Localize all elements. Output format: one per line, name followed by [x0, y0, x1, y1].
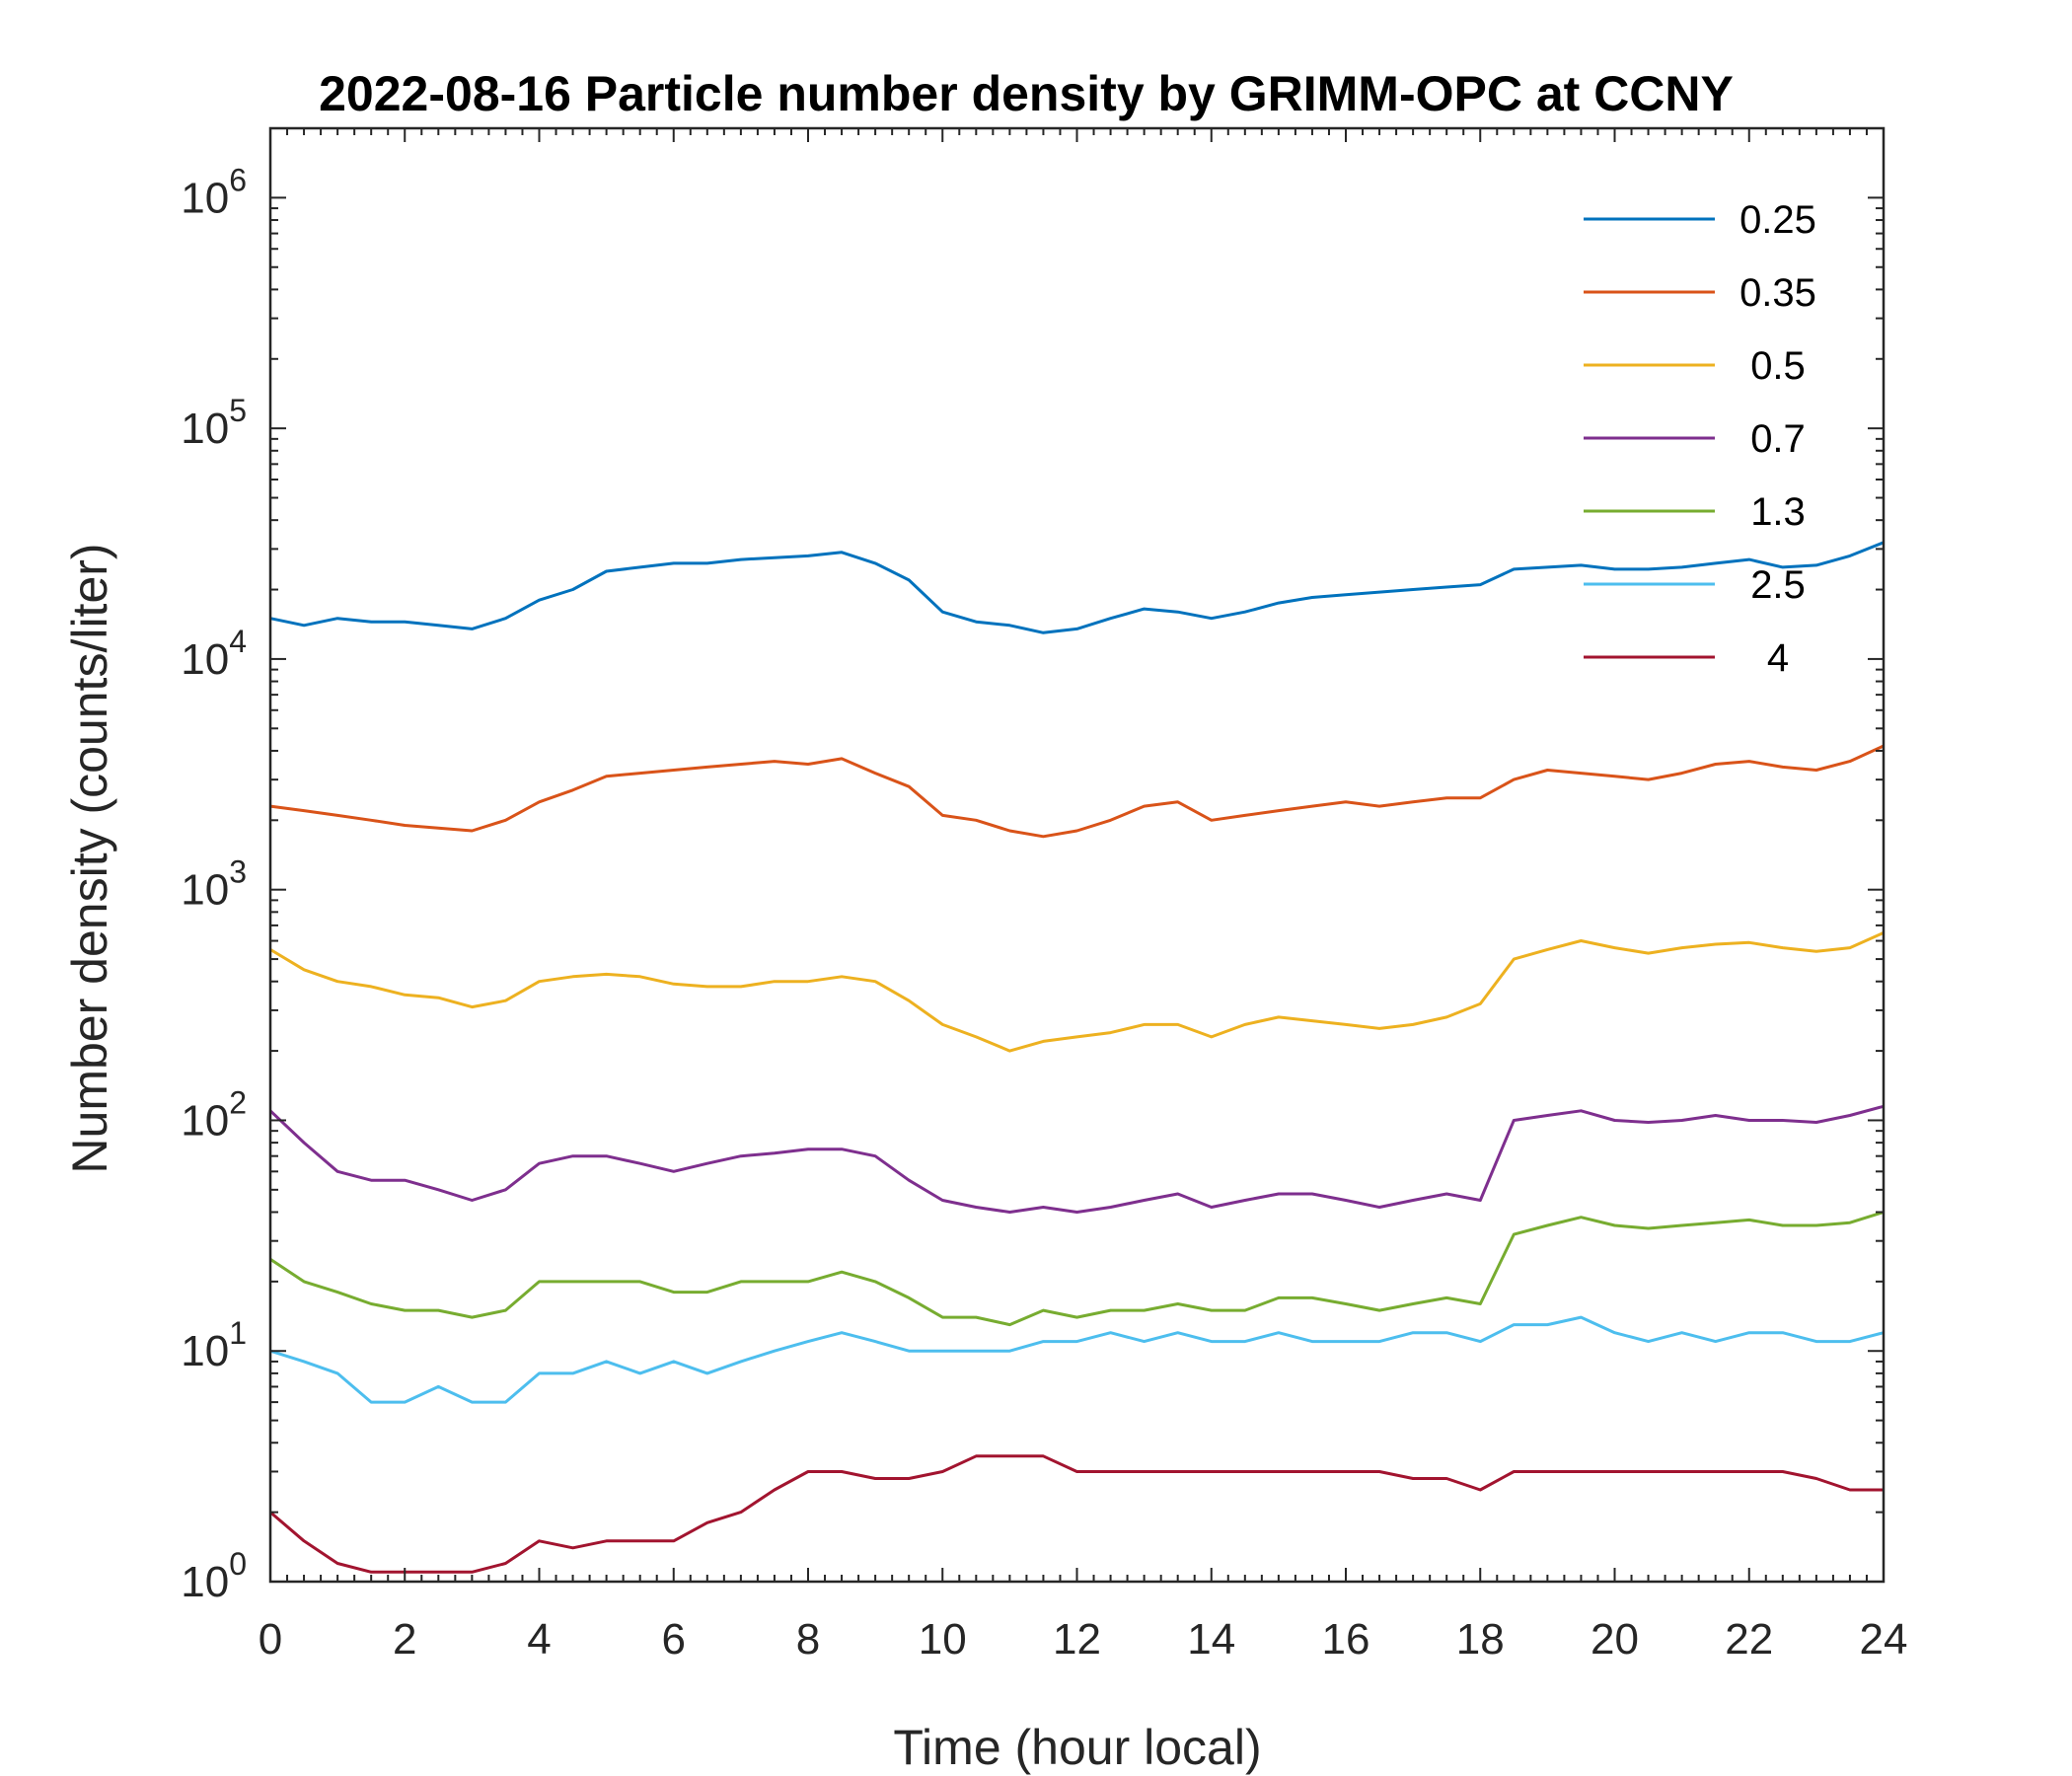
series-line-1: [269, 744, 1885, 839]
x-tick-label: 4: [527, 1615, 551, 1664]
y-tick-base: 10: [181, 866, 229, 915]
x-tick-label: 22: [1725, 1615, 1773, 1664]
series-line-2: [269, 931, 1885, 1053]
x-tick-label: 18: [1456, 1615, 1505, 1664]
x-tick-label: 10: [919, 1615, 967, 1664]
series-line-3: [268, 1104, 1885, 1214]
x-tick-label: 16: [1322, 1615, 1370, 1664]
x-tick-label: 14: [1187, 1615, 1235, 1664]
x-tick-label: 20: [1591, 1615, 1639, 1664]
y-tick-base: 10: [181, 635, 229, 684]
y-tick-exponent: 0: [229, 1546, 247, 1582]
legend-label-3: 0.7: [1750, 417, 1806, 461]
y-tick-base: 10: [181, 1327, 229, 1375]
y-tick-base: 10: [181, 174, 229, 222]
x-axis-label: Time (hour local): [893, 1720, 1261, 1775]
y-tick-exponent: 6: [229, 162, 247, 197]
y-axis-label: Number density (counts/liter): [62, 543, 117, 1173]
y-tick-exponent: 3: [229, 854, 247, 890]
x-tick-label: 0: [259, 1615, 282, 1664]
y-tick-label: 104: [181, 624, 247, 684]
series-line-6: [269, 1454, 1884, 1574]
y-tick-label: 102: [181, 1084, 247, 1145]
chart-title: 2022-08-16 Particle number density by GR…: [319, 66, 1734, 121]
plot-frame: [268, 126, 1886, 1584]
y-tick-exponent: 5: [229, 393, 247, 428]
y-tick-label: 103: [181, 854, 247, 915]
y-tick-base: 10: [181, 405, 229, 453]
y-tick-base: 10: [181, 1096, 229, 1145]
legend-label-0: 0.25: [1739, 198, 1816, 242]
legend-label-1: 0.35: [1739, 271, 1816, 315]
x-ticks: 0 2 4 6 8 10 12 14 16 18 20 22 24: [259, 128, 1908, 1664]
series-line-5: [269, 1315, 1885, 1404]
series-line-0: [269, 541, 1885, 634]
y-tick-base: 10: [181, 1558, 229, 1606]
legend-label-2: 0.5: [1750, 344, 1806, 388]
y-tick-label: 100: [181, 1546, 247, 1606]
y-tick-label: 106: [181, 162, 247, 222]
legend-label-6: 4: [1767, 636, 1789, 680]
x-tick-label: 8: [796, 1615, 820, 1664]
y-tick-label: 101: [181, 1315, 247, 1375]
x-tick-label: 12: [1053, 1615, 1101, 1664]
x-tick-label: 6: [662, 1615, 686, 1664]
x-tick-label: 2: [393, 1615, 416, 1664]
y-tick-label: 105: [181, 393, 247, 453]
x-tick-label: 24: [1860, 1615, 1908, 1664]
legend: 0.25 0.35 0.5 0.7 1.3 2.5 4: [1584, 198, 1816, 680]
legend-label-5: 2.5: [1750, 563, 1806, 607]
y-tick-exponent: 4: [229, 624, 247, 659]
series-line-4: [269, 1211, 1885, 1327]
plot-lines: [268, 541, 1885, 1574]
y-tick-exponent: 2: [229, 1084, 247, 1120]
y-tick-exponent: 1: [229, 1315, 247, 1351]
legend-label-4: 1.3: [1750, 490, 1806, 534]
